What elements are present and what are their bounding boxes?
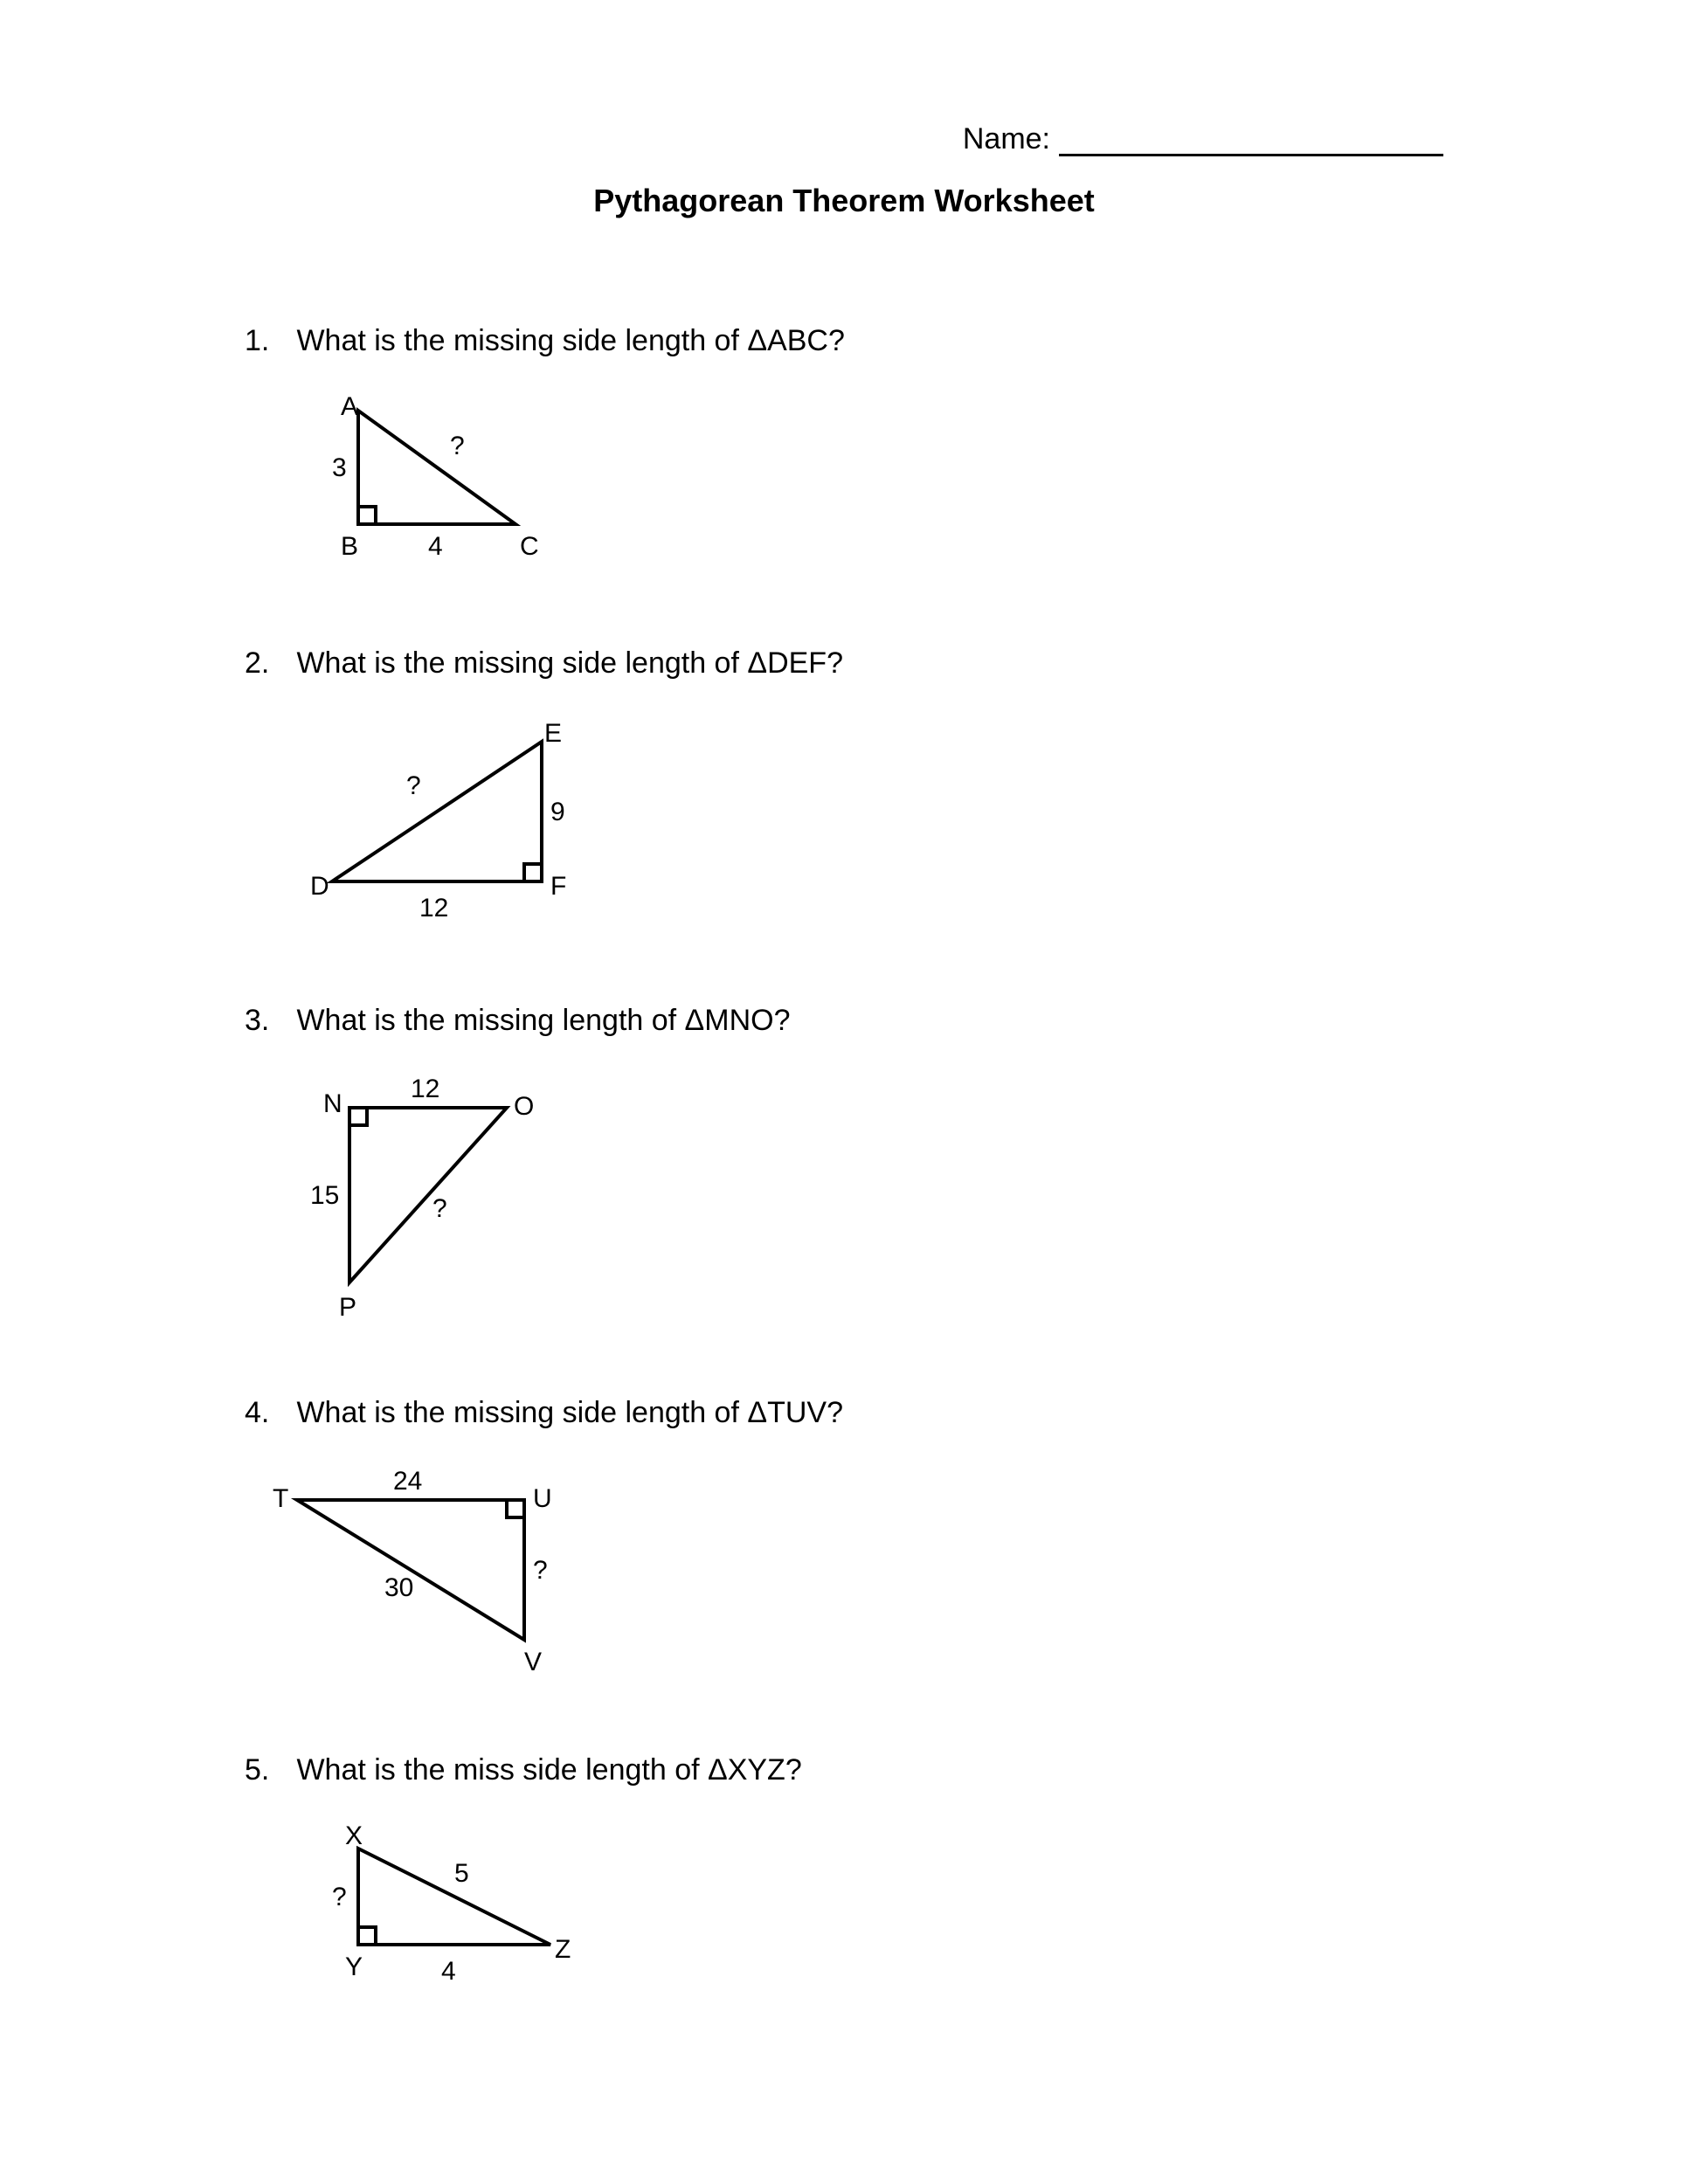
vertex-c: C bbox=[520, 532, 539, 561]
side-hyp: ? bbox=[450, 432, 465, 460]
question-text: 1. What is the missing side length of ΔA… bbox=[245, 324, 1443, 358]
side-left: 15 bbox=[310, 1181, 339, 1210]
question-number: 4. bbox=[245, 1396, 288, 1430]
side-bottom: 4 bbox=[441, 1957, 456, 1986]
question-5: 5. What is the miss side length of ΔXYZ?… bbox=[245, 1753, 1443, 1997]
vertex-u: U bbox=[533, 1484, 552, 1513]
question-body: What is the miss side length of ΔXYZ? bbox=[296, 1753, 801, 1787]
question-2: 2. What is the missing side length of ΔD… bbox=[245, 646, 1443, 934]
worksheet-title: Pythagorean Theorem Worksheet bbox=[245, 183, 1443, 219]
vertex-d: D bbox=[310, 872, 329, 901]
side-bottom: 4 bbox=[428, 532, 443, 561]
question-number: 1. bbox=[245, 324, 288, 358]
question-1: 1. What is the missing side length of ΔA… bbox=[245, 324, 1443, 577]
vertex-t: T bbox=[273, 1484, 288, 1513]
side-right: ? bbox=[533, 1556, 548, 1585]
triangle-tuv: T U V 24 30 ? bbox=[262, 1456, 1443, 1683]
vertex-f: F bbox=[550, 872, 566, 901]
vertex-y: Y bbox=[345, 1952, 363, 1981]
side-left: 3 bbox=[332, 453, 347, 482]
question-text: 2. What is the missing side length of ΔD… bbox=[245, 646, 1443, 681]
question-body: What is the missing side length of ΔABC? bbox=[296, 324, 844, 357]
side-hyp: 5 bbox=[454, 1859, 469, 1888]
vertex-v: V bbox=[524, 1648, 542, 1676]
question-body: What is the missing length of ΔMNO? bbox=[296, 1004, 790, 1037]
side-hyp: ? bbox=[406, 771, 421, 800]
vertex-p: P bbox=[339, 1293, 356, 1322]
triangle-mno: N O P 12 15 ? bbox=[297, 1064, 1443, 1326]
vertex-x: X bbox=[345, 1821, 363, 1850]
question-text: 5. What is the miss side length of ΔXYZ? bbox=[245, 1753, 1443, 1787]
side-left: ? bbox=[332, 1883, 347, 1911]
side-bottom: 12 bbox=[419, 894, 448, 923]
vertex-o: O bbox=[514, 1092, 534, 1121]
name-label: Name: bbox=[963, 122, 1050, 156]
side-right: 9 bbox=[550, 798, 565, 826]
header-row: Name: bbox=[245, 122, 1443, 156]
side-hyp: 30 bbox=[384, 1573, 413, 1602]
side-top: 24 bbox=[393, 1467, 422, 1496]
triangle-abc: A B C 3 4 ? bbox=[297, 384, 1443, 577]
question-3: 3. What is the missing length of ΔMNO? N… bbox=[245, 1004, 1443, 1326]
vertex-n: N bbox=[323, 1089, 342, 1118]
question-4: 4. What is the missing side length of ΔT… bbox=[245, 1396, 1443, 1683]
question-number: 2. bbox=[245, 646, 288, 681]
vertex-a: A bbox=[341, 392, 358, 421]
question-text: 3. What is the missing length of ΔMNO? bbox=[245, 1004, 1443, 1038]
vertex-z: Z bbox=[555, 1935, 571, 1964]
triangle-xyz: X Y Z ? 4 5 bbox=[297, 1814, 1443, 1997]
side-top: 12 bbox=[411, 1075, 439, 1103]
question-number: 3. bbox=[245, 1004, 288, 1038]
question-text: 4. What is the missing side length of ΔT… bbox=[245, 1396, 1443, 1430]
vertex-e: E bbox=[544, 719, 562, 748]
question-number: 5. bbox=[245, 1753, 288, 1787]
question-body: What is the missing side length of ΔTUV? bbox=[296, 1396, 843, 1429]
vertex-b: B bbox=[341, 532, 358, 561]
triangle-def: D E F ? 9 12 bbox=[297, 707, 1443, 934]
name-line bbox=[1059, 122, 1443, 156]
question-body: What is the missing side length of ΔDEF? bbox=[296, 646, 843, 680]
side-hyp: ? bbox=[432, 1194, 447, 1223]
